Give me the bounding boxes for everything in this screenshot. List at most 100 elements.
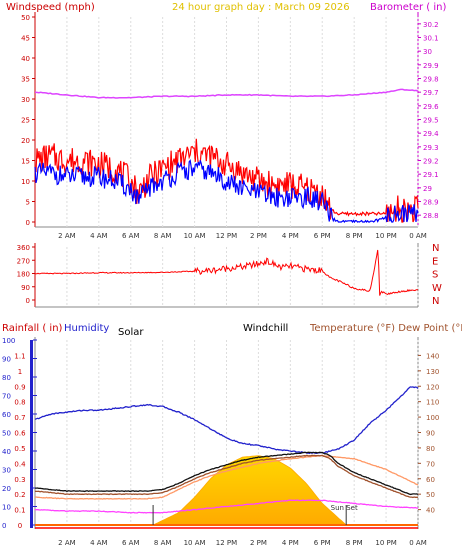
barometer-tick-label: 29.2 [423, 158, 439, 166]
barometer-tick-label: 29.6 [423, 103, 439, 111]
grid-layer [66, 17, 419, 525]
barometer-tick-label: 29.8 [423, 76, 439, 84]
rainfall-tick-label: 0.9 [14, 383, 25, 391]
rainfall-tick-label: 0.1 [14, 507, 25, 515]
temperature-tick-label: 50 [426, 491, 435, 499]
bottom-x-tick-label: 6 PM [314, 539, 331, 547]
humidity-tick-label: 20 [2, 485, 11, 493]
temperature-tick-label: 80 [426, 445, 435, 453]
humidity-tick-label: 40 [2, 448, 11, 456]
rainfall-tick-label: 0.8 [14, 399, 25, 407]
barometer-tick-label: 29.5 [423, 117, 439, 125]
temperature-tick-label: 130 [426, 368, 439, 376]
windspeed-line [34, 138, 419, 223]
barometer-line [35, 88, 419, 99]
humidity-tick-label: 90 [2, 356, 11, 364]
top-x-tick-label: 10 AM [184, 232, 206, 240]
barometer-tick-label: 30 [423, 48, 432, 56]
rainfall-tick-label: 1.1 [14, 352, 25, 360]
windspeed-tick-label: 35 [21, 76, 30, 84]
windspeed-tick-label: 5 [26, 199, 30, 207]
sunset-annotation: Sun Set [331, 504, 358, 512]
temperature-tick-label: 70 [426, 460, 435, 468]
windspeed-axis-title: Windspeed (mph) [6, 2, 95, 13]
compass-label: W [432, 283, 442, 294]
barometer-tick-label: 29.1 [423, 171, 439, 179]
windgust-line [34, 159, 419, 224]
temperature-tick-label: 90 [426, 430, 435, 438]
compass-label: E [432, 256, 438, 267]
solar-area [152, 455, 348, 526]
rainfall-tick-label: 0.4 [14, 460, 26, 468]
windspeed-tick-label: 45 [21, 35, 30, 43]
top-x-tick-label: 8 PM [346, 232, 363, 240]
top-x-tick-label: 6 PM [314, 232, 331, 240]
windspeed-tick-label: 20 [21, 137, 30, 145]
top-x-tick-label: 2 AM [58, 232, 76, 240]
windspeed-tick-label: 50 [21, 14, 30, 22]
compass-label: N [432, 296, 439, 307]
direction-tick-label: 0 [26, 297, 30, 305]
chart-title: 24 hour graph day : March 09 2026 [172, 2, 350, 13]
windspeed-tick-label: 10 [21, 178, 30, 186]
humidity-line [34, 386, 419, 455]
compass-label: N [432, 243, 439, 254]
temperature-tick-label: 60 [426, 476, 435, 484]
top-x-tick-label: 6 AM [122, 232, 140, 240]
direction-tick-label: 90 [21, 284, 30, 292]
humidity-axis-bar [30, 340, 33, 528]
bottom-x-tick-label: 0 AM [409, 539, 427, 547]
temperature-tick-label: 110 [426, 399, 439, 407]
axis-ticks-layer: 0510152025303540455028.828.92929.129.229… [2, 14, 442, 547]
barometer-tick-label: 28.8 [423, 212, 439, 220]
bottom-x-tick-label: 4 AM [90, 539, 108, 547]
rainfall-tick-label: 0.6 [14, 430, 26, 438]
humidity-tick-label: 60 [2, 411, 11, 419]
top-x-tick-label: 4 AM [90, 232, 108, 240]
barometer-tick-label: 29.4 [423, 130, 439, 138]
barometer-tick-label: 30.1 [423, 35, 439, 43]
barometer-tick-label: 29 [423, 185, 432, 193]
temperature-tick-label: 100 [426, 414, 439, 422]
barometer-tick-label: 29.3 [423, 144, 439, 152]
windspeed-tick-label: 30 [21, 96, 30, 104]
humidity-axis-title: Humidity [64, 323, 109, 334]
dewpoint-line [34, 454, 419, 500]
windspeed-tick-label: 25 [21, 117, 30, 125]
bottom-x-tick-label: 6 AM [122, 539, 140, 547]
temperature-tick-label: 140 [426, 352, 439, 360]
rainfall-tick-label: 1 [18, 368, 22, 376]
rainfall-tick-label: 0.5 [14, 445, 25, 453]
top-x-tick-label: 10 PM [375, 232, 396, 240]
top-x-tick-label: 0 AM [409, 232, 427, 240]
bottom-x-tick-label: 2 AM [58, 539, 76, 547]
top-x-tick-label: 4 PM [282, 232, 299, 240]
barometer-tick-label: 29.9 [423, 62, 439, 70]
direction-tick-label: 270 [17, 257, 30, 265]
temperature-axis-title: Temperature (°F) Dew Point (°F) [309, 323, 462, 334]
rainfall-tick-label: 0.3 [14, 476, 25, 484]
annotation-layer: Sun Set [152, 504, 358, 525]
windchill-legend-label: Windchill [243, 323, 288, 334]
temperature-tick-label: 40 [426, 507, 435, 515]
humidity-tick-label: 30 [2, 467, 11, 475]
compass-label: S [432, 270, 438, 281]
humidity-tick-label: 50 [2, 430, 11, 438]
bottom-x-tick-label: 8 AM [154, 539, 172, 547]
windspeed-tick-label: 15 [21, 158, 30, 166]
windchill-line [35, 451, 419, 496]
rainfall-tick-label: 0.7 [14, 414, 25, 422]
top-x-tick-label: 12 PM [216, 232, 237, 240]
bottom-x-tick-label: 2 PM [250, 539, 267, 547]
bottom-x-tick-label: 10 AM [184, 539, 206, 547]
humidity-tick-label: 0 [2, 522, 6, 530]
bottom-x-tick-label: 8 PM [346, 539, 363, 547]
wind-direction-line [34, 249, 419, 296]
bottom-x-tick-label: 4 PM [282, 539, 299, 547]
solar-legend-label: Solar [118, 327, 144, 338]
rainfall-axis-title: Rainfall ( in) [2, 323, 63, 334]
top-x-tick-label: 2 PM [250, 232, 267, 240]
top-x-tick-label: 8 AM [154, 232, 172, 240]
